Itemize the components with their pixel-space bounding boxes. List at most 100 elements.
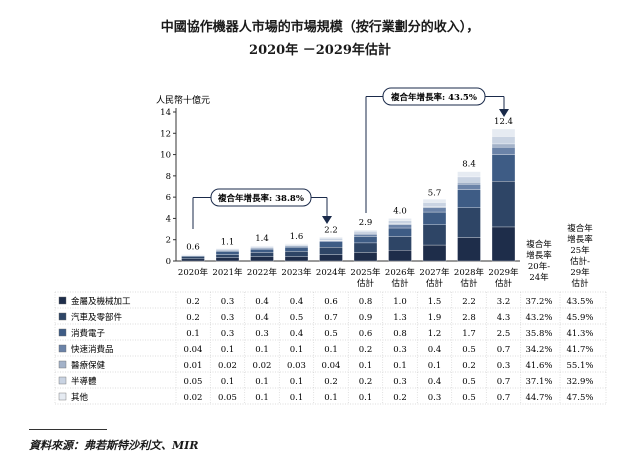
chart-title-line1: 中國協作機器人市場的市場規模（按行業劃分的收入）， [160,20,480,35]
legend-swatch [58,328,67,337]
table-cell-value: 0.1 [393,361,407,371]
table-cell-value: 0.7 [497,345,511,355]
y-tick-label: 8 [166,172,171,182]
table-cell-value: 0.03 [287,361,306,371]
table-cell-cagr-fcst: 47.5% [566,393,593,403]
bar-segment [319,240,343,242]
table-cell-value: 0.2 [462,361,476,371]
table-cell-value: 0.5 [462,393,476,403]
bar-segment [388,223,412,225]
bar-segment [353,229,378,232]
cagr-fcst-header: 複合年 [567,223,593,234]
table-cell-value: 1.3 [393,313,407,323]
y-tick-label: 12 [160,129,171,139]
bar-segment [491,128,516,137]
table-cell-value: 0.1 [324,345,338,355]
bar-segment [284,247,309,252]
table-cell-value: 0.2 [324,377,338,387]
chart-title-line2: 2020年 －2029年估計 [249,43,391,58]
x-tick-label: 2026年 [385,267,416,278]
table-cell-value: 0.4 [428,377,442,387]
y-tick-label: 14 [160,108,171,118]
bar-segment [457,237,481,262]
bar-total-label: 5.7 [428,188,442,198]
table-cell-value: 0.3 [221,297,235,307]
bar-segment [353,252,378,262]
bar-segment [284,244,309,246]
table-cell-value: 0.02 [218,361,237,371]
bar-segment [181,255,205,257]
bar-segment [215,248,240,251]
table-cell-value: 0.8 [393,329,407,339]
table-cell-value: 1.9 [428,313,442,323]
table-cell-value: 0.1 [290,345,304,355]
bar-segment [457,182,481,185]
table-cell-value: 0.2 [359,345,373,355]
cagr-fcst-header: 增長率 [567,234,593,245]
legend-swatch [58,296,67,305]
bar-total-label: 12.4 [494,117,513,127]
table-cell-value: 0.2 [186,297,200,307]
bar-segment [215,248,240,250]
y-tick-label: 0 [166,257,171,267]
bar-segment [319,237,343,239]
bar-total-label: 1.4 [255,234,269,244]
bar-segment [491,143,516,148]
bar-segment [491,154,516,182]
bar-segment [181,258,205,262]
x-tick-label-sub: 估計 [460,278,478,289]
table-cell-value: 3.2 [497,297,511,307]
table-cell-cagr-hist: 37.1% [525,377,552,387]
legend-swatch [58,344,67,353]
table-cell-value: 0.5 [462,377,476,387]
legend-label: 汽車及零部件 [71,312,123,323]
bar-segment [491,146,516,155]
source-note: 資料來源：弗若斯特沙利文、MIR [29,439,199,452]
y-tick-label: 10 [160,151,171,161]
bar-segment [422,224,447,246]
bar-segment [388,224,412,229]
table-cell-value: 0.7 [497,393,511,403]
cagr-hist-header: 複合年 [526,239,552,250]
table-cell-value: 0.3 [221,329,235,339]
table-cell-value: 2.5 [497,329,511,339]
table-cell-cagr-hist: 44.7% [525,393,552,403]
table-cell-value: 0.1 [255,345,269,355]
table-cell-value: 0.4 [255,313,269,323]
table-cell-value: 0.3 [393,377,407,387]
x-tick-label: 2027年 [419,267,450,278]
table-cell-value: 0.1 [359,361,373,371]
table-cell-value: 0.9 [359,313,373,323]
bar-segment [284,245,309,248]
bar-total-label: 8.4 [462,160,476,170]
bar-segment [457,176,481,183]
bar-segment [422,202,447,207]
bar-segment [388,236,412,251]
legend-label: 消費電子 [71,328,106,339]
bar-segment [215,257,240,262]
table-cell-value: 0.05 [218,393,237,403]
x-tick-label: 2022年 [247,267,278,278]
legend-label: 醫療保健 [71,360,106,371]
y-axis-label: 人民幣十億元 [156,94,210,106]
bar-segment [388,220,412,224]
legend-label: 半導體 [71,376,97,387]
table-cell-value: 0.02 [253,361,272,371]
legend-label: 其他 [71,392,89,403]
table-cell-value: 0.6 [359,329,373,339]
bar-segment [319,238,343,241]
bar-segment [250,249,274,253]
bar-segment [215,251,240,255]
table-cell-value: 0.4 [255,297,269,307]
bar-total-label: 1.1 [221,237,235,247]
table-cell-value: 0.1 [290,377,304,387]
bar-total-label: 2.2 [324,226,338,236]
bar-segment [319,247,343,255]
bar-segment [422,244,447,262]
table-cell-cagr-fcst: 41.7% [566,345,593,355]
bar-segment [353,231,378,234]
table-cell-value: 0.3 [497,361,511,371]
cagr-hist-header: 20年- [528,261,550,272]
table-cell-value: 0.1 [221,345,235,355]
